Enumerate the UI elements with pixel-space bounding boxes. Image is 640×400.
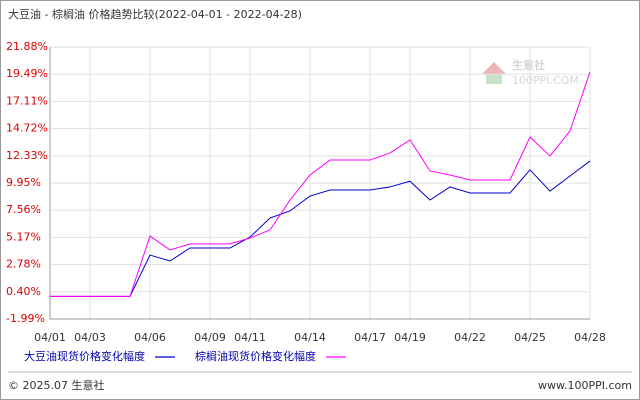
x-tick-label: 04/19 <box>394 331 426 344</box>
series-line <box>50 71 591 297</box>
x-tick-label: 04/09 <box>194 331 226 344</box>
chart-title: 大豆油 - 棕榈油 价格趋势比较(2022-04-01 - 2022-04-28… <box>8 7 302 21</box>
x-tick-label: 04/01 <box>34 331 66 344</box>
y-tick-label: 5.17% <box>6 230 41 243</box>
x-tick-label: 04/11 <box>234 331 266 344</box>
x-tick-label: 04/14 <box>294 331 326 344</box>
series-line <box>50 160 591 297</box>
y-tick-label: 7.56% <box>6 203 41 216</box>
y-tick-label: 2.78% <box>6 258 41 271</box>
x-tick-label: 04/03 <box>74 331 106 344</box>
x-tick-label: 04/25 <box>514 331 546 344</box>
y-tick-label: 0.40% <box>6 285 41 298</box>
watermark-site: 100PPI.COM <box>512 74 579 87</box>
y-tick-label: 19.49% <box>6 67 48 80</box>
watermark-name: 生意社 <box>512 58 545 72</box>
y-tick-label: 17.11% <box>6 94 48 107</box>
y-tick-label: 12.33% <box>6 149 48 162</box>
x-tick-label: 04/06 <box>134 331 166 344</box>
watermark: 生意社 100PPI.COM <box>482 58 579 87</box>
y-tick-label: -1.99% <box>6 312 45 325</box>
y-tick-label: 9.95% <box>6 176 41 189</box>
y-tick-label: 14.72% <box>6 122 48 135</box>
footer-copyright: © 2025.07 生意社 <box>8 378 104 392</box>
legend-label: 大豆油现货价格变化幅度 <box>24 349 145 363</box>
legend-label: 棕榈油现货价格变化幅度 <box>195 349 316 363</box>
footer-site: www.100PPI.com <box>538 379 632 392</box>
watermark-logo <box>482 62 506 74</box>
x-tick-label: 04/28 <box>574 331 606 344</box>
y-tick-label: 21.88% <box>6 40 48 53</box>
x-tick-label: 04/17 <box>354 331 386 344</box>
x-tick-label: 04/22 <box>454 331 486 344</box>
watermark-logo <box>486 74 502 84</box>
